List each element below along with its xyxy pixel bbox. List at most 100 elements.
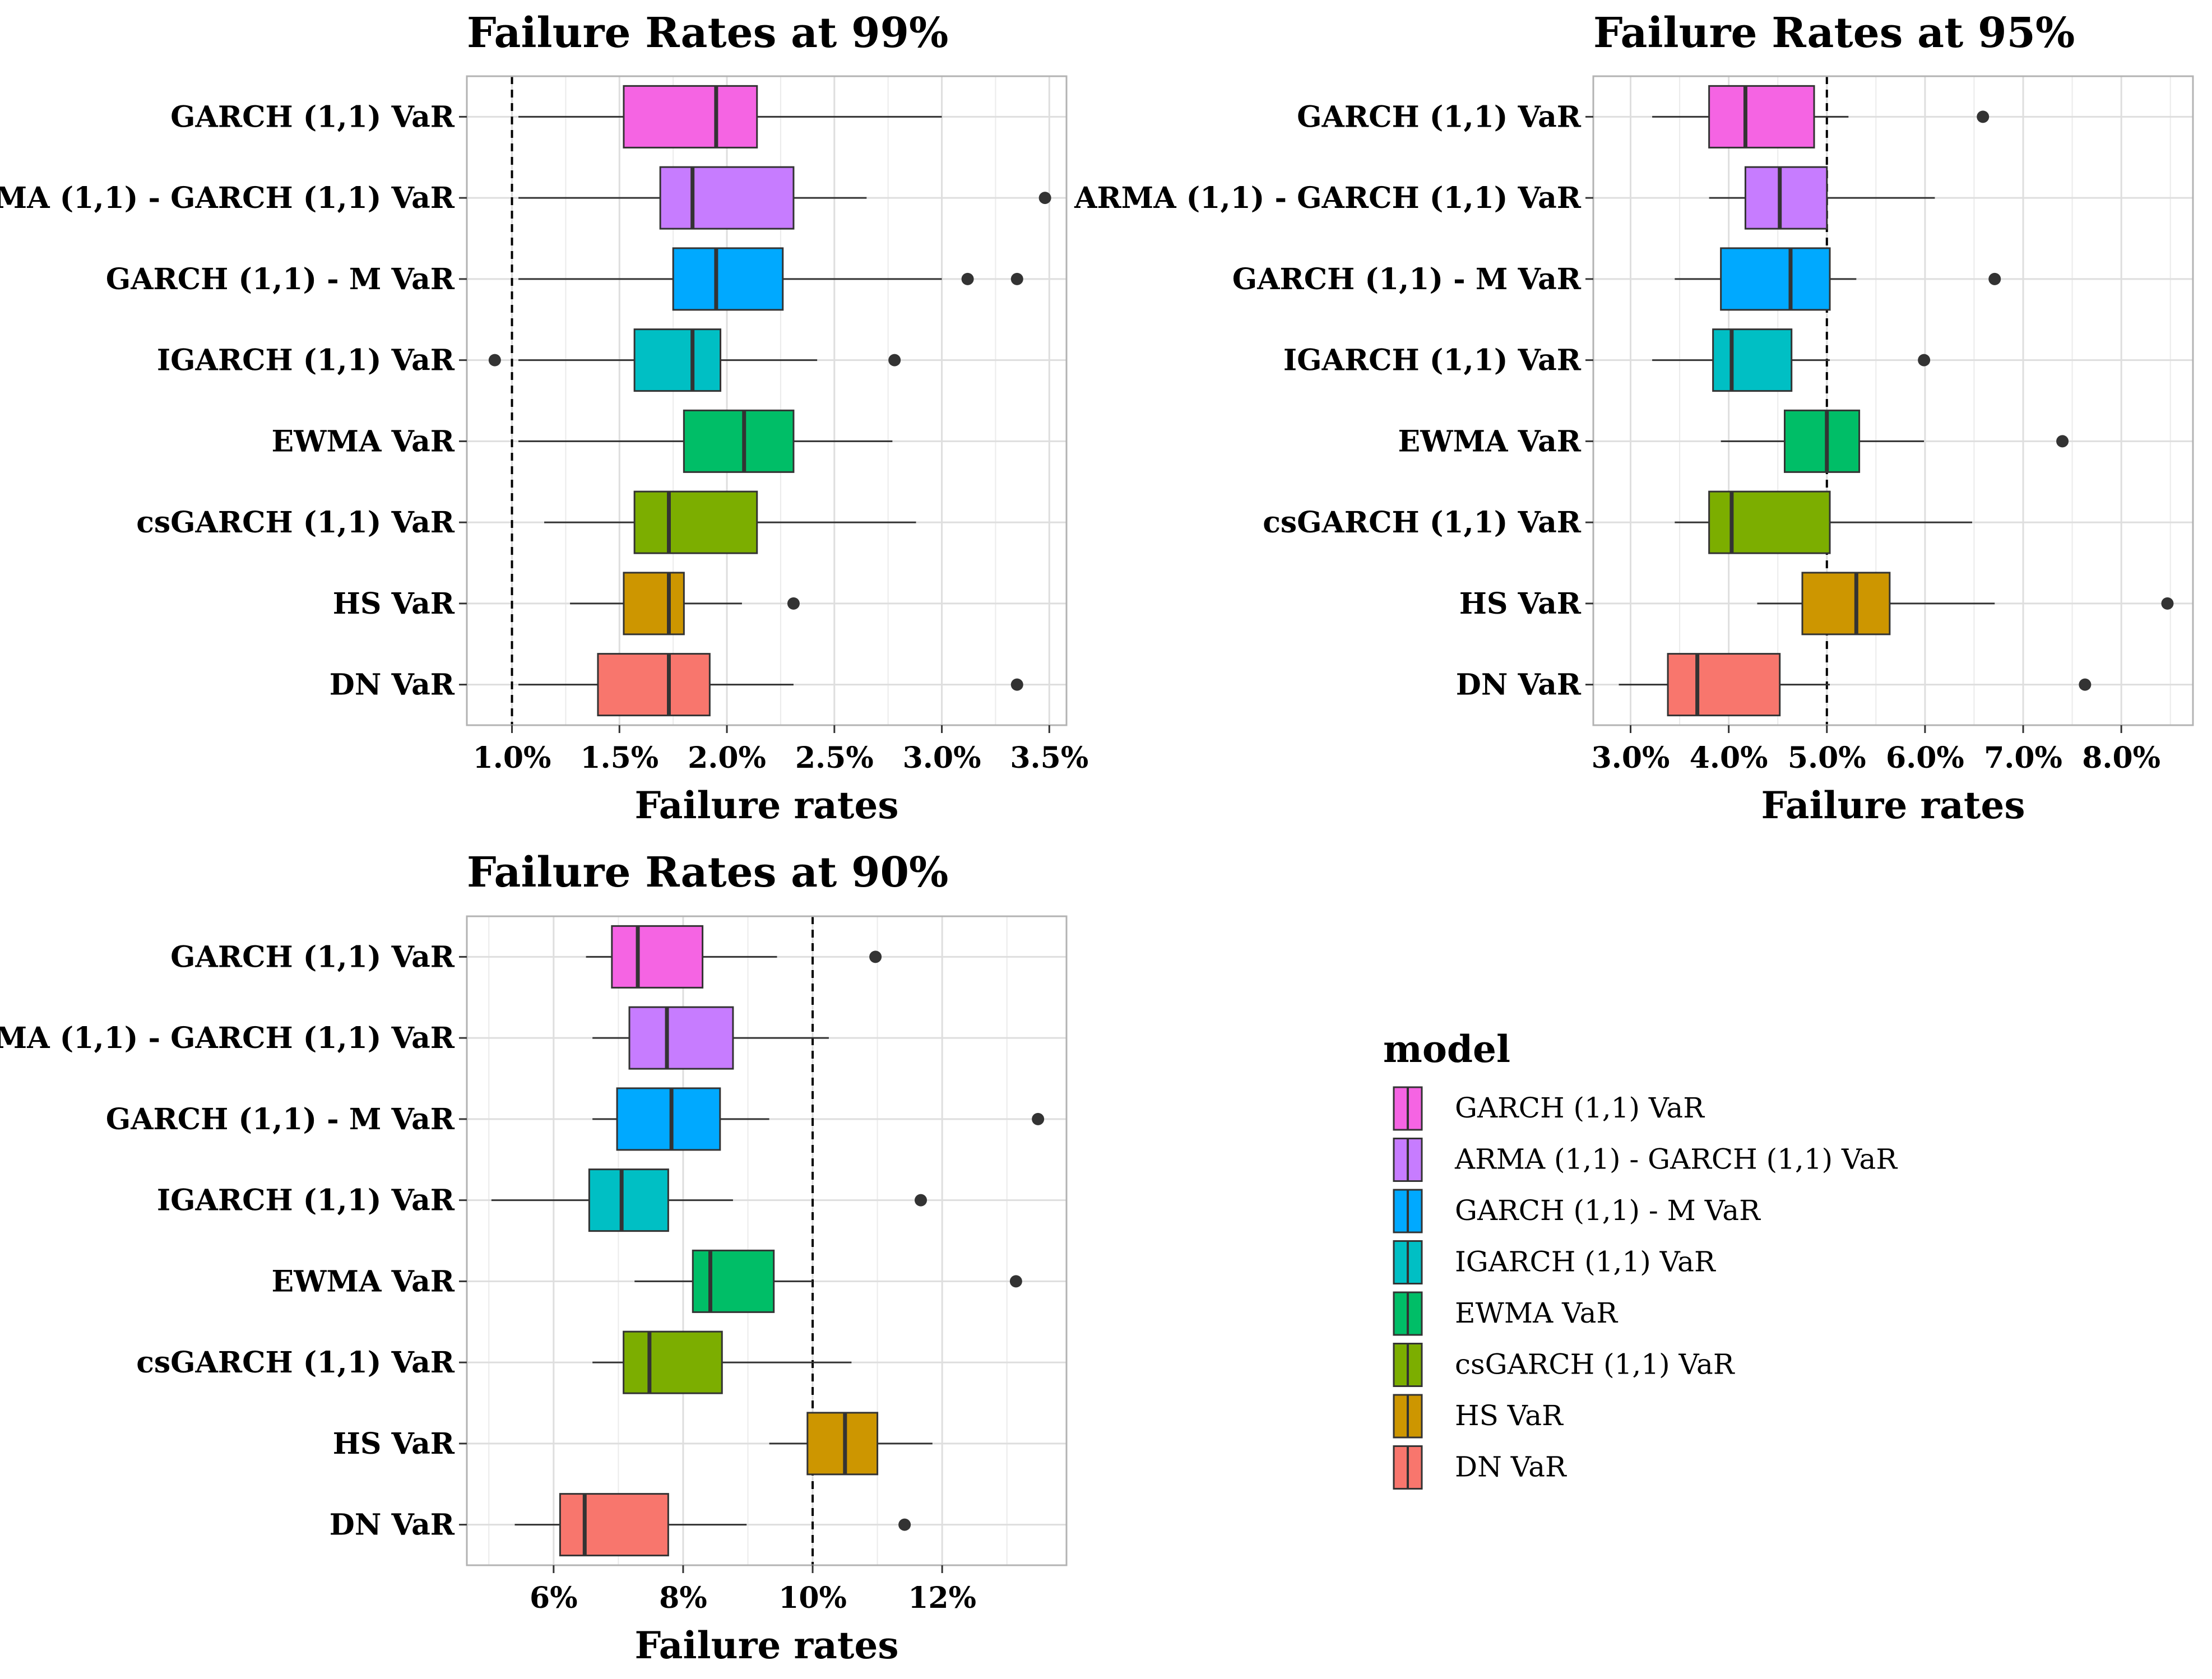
- legend-item-8: DN VaR: [1393, 1445, 1567, 1490]
- legend-label: EWMA VaR: [1455, 1297, 1618, 1329]
- legend: model GARCH (1,1) VaR ARMA (1,1) - GARCH (…: [1383, 1027, 1898, 1490]
- category-label: csGARCH (1,1) VaR: [1263, 505, 1582, 540]
- category-label: EWMA VaR: [1398, 424, 1581, 458]
- category-label: csGARCH (1,1) VaR: [136, 1346, 455, 1380]
- box-4: [491, 1168, 928, 1232]
- chart-panel-3: Failure Rates at 90% GARCH (1,1) VaR ARMA …: [0, 848, 1068, 1667]
- category-label: DN VaR: [330, 668, 455, 702]
- box-iqr: [1720, 247, 1831, 311]
- box-7: [769, 1412, 933, 1476]
- outlier-point: [1009, 1275, 1022, 1288]
- panel-border: [466, 915, 1068, 1566]
- box-8: [514, 1493, 911, 1557]
- category-label: HS VaR: [333, 1427, 455, 1461]
- outlier-point: [2079, 678, 2092, 691]
- outlier-point: [1988, 272, 2001, 285]
- category-label: GARCH (1,1) VaR: [170, 100, 455, 134]
- x-tick-label: 6.0%: [1886, 741, 1964, 775]
- box-iqr: [806, 1412, 879, 1476]
- box-3: [518, 247, 1023, 311]
- box-iqr: [1667, 653, 1781, 717]
- chart-panel-2: Failure Rates at 95% GARCH (1,1) VaR ARMA …: [1074, 9, 2194, 827]
- legend-item-7: HS VaR: [1393, 1394, 1564, 1439]
- legend-label: DN VaR: [1455, 1451, 1567, 1483]
- x-tick-label: 10%: [778, 1581, 847, 1615]
- outlier-point: [888, 354, 901, 367]
- category-label: IGARCH (1,1) VaR: [1283, 344, 1582, 378]
- box-iqr: [1783, 409, 1861, 473]
- box-iqr: [1801, 572, 1891, 636]
- category-label: GARCH (1,1) VaR: [170, 940, 455, 974]
- box-iqr: [633, 328, 722, 392]
- legend-label: ARMA (1,1) - GARCH (1,1) VaR: [1454, 1143, 1898, 1176]
- outlier-point: [1977, 110, 1990, 123]
- chart-panel-1: Failure Rates at 99% GARCH (1,1) VaR ARMA …: [0, 9, 1088, 827]
- legend-item-3: GARCH (1,1) - M VaR: [1393, 1189, 1761, 1233]
- box-1: [586, 925, 882, 989]
- box-iqr: [1708, 490, 1831, 554]
- box-iqr: [623, 572, 685, 636]
- box-1: [1652, 85, 1990, 149]
- box-8: [1619, 653, 2092, 717]
- box-6: [544, 490, 916, 554]
- box-5: [1721, 409, 2069, 473]
- outlier-point: [787, 597, 800, 610]
- box-2: [1709, 166, 1935, 230]
- box-7: [1757, 572, 2174, 636]
- category-label: IGARCH (1,1) VaR: [157, 1184, 455, 1218]
- x-tick-label: 7.0%: [1984, 741, 2062, 775]
- box-iqr: [628, 1006, 734, 1070]
- outlier-point: [1010, 272, 1023, 285]
- box-6: [1675, 490, 1972, 554]
- category-label: EWMA VaR: [271, 1264, 455, 1298]
- x-tick-label: 8.0%: [2082, 741, 2160, 775]
- box-6: [592, 1330, 852, 1394]
- box-4: [1652, 328, 1931, 392]
- outlier-point: [1038, 192, 1051, 205]
- category-label: GARCH (1,1) VaR: [1297, 100, 1582, 134]
- legend-title: model: [1383, 1027, 1510, 1071]
- x-tick-label: 8%: [659, 1581, 707, 1615]
- legend-label: IGARCH (1,1) VaR: [1455, 1246, 1716, 1278]
- box-iqr: [559, 1493, 669, 1557]
- legend-item-2: ARMA (1,1) - GARCH (1,1) VaR: [1393, 1138, 1898, 1182]
- legend-item-6: csGARCH (1,1) VaR: [1393, 1343, 1735, 1387]
- outlier-point: [2161, 597, 2174, 610]
- box-iqr: [597, 653, 711, 717]
- box-iqr: [1708, 85, 1815, 149]
- category-label: ARMA (1,1) - GARCH (1,1) VaR: [0, 1021, 455, 1055]
- box-8: [518, 653, 1023, 717]
- category-label: GARCH (1,1) - M VaR: [1232, 262, 1582, 296]
- category-label: GARCH (1,1) - M VaR: [106, 262, 455, 296]
- box-iqr: [1744, 166, 1828, 230]
- category-label: csGARCH (1,1) VaR: [136, 505, 455, 540]
- box-4: [488, 328, 901, 392]
- x-tick-label: 1.5%: [580, 741, 659, 775]
- x-axis-label: Failure rates: [1761, 783, 2025, 827]
- legend-item-1: GARCH (1,1) VaR: [1393, 1086, 1705, 1131]
- chart-title: Failure Rates at 99%: [467, 9, 948, 57]
- category-label: ARMA (1,1) - GARCH (1,1) VaR: [0, 181, 455, 215]
- chart-title: Failure Rates at 90%: [467, 848, 948, 897]
- box-1: [518, 85, 942, 149]
- box-iqr: [692, 1249, 775, 1313]
- x-tick-label: 2.5%: [795, 741, 874, 775]
- legend-label: HS VaR: [1455, 1399, 1564, 1432]
- category-label: GARCH (1,1) - M VaR: [106, 1102, 455, 1137]
- box-iqr: [633, 490, 758, 554]
- category-label: EWMA VaR: [271, 424, 455, 458]
- outlier-point: [1032, 1112, 1045, 1125]
- x-axis-label: Failure rates: [634, 1624, 898, 1667]
- box-iqr: [1712, 328, 1793, 392]
- outlier-point: [961, 272, 974, 285]
- box-iqr: [683, 409, 795, 473]
- outlier-point: [869, 950, 882, 963]
- x-tick-label: 3.0%: [1592, 741, 1670, 775]
- x-tick-label: 4.0%: [1690, 741, 1768, 775]
- box-5: [634, 1249, 1022, 1313]
- category-label: DN VaR: [1456, 668, 1582, 702]
- outlier-point: [915, 1194, 928, 1207]
- x-tick-label: 6%: [530, 1581, 578, 1615]
- box-7: [570, 572, 800, 636]
- legend-label: GARCH (1,1) - M VaR: [1455, 1194, 1761, 1227]
